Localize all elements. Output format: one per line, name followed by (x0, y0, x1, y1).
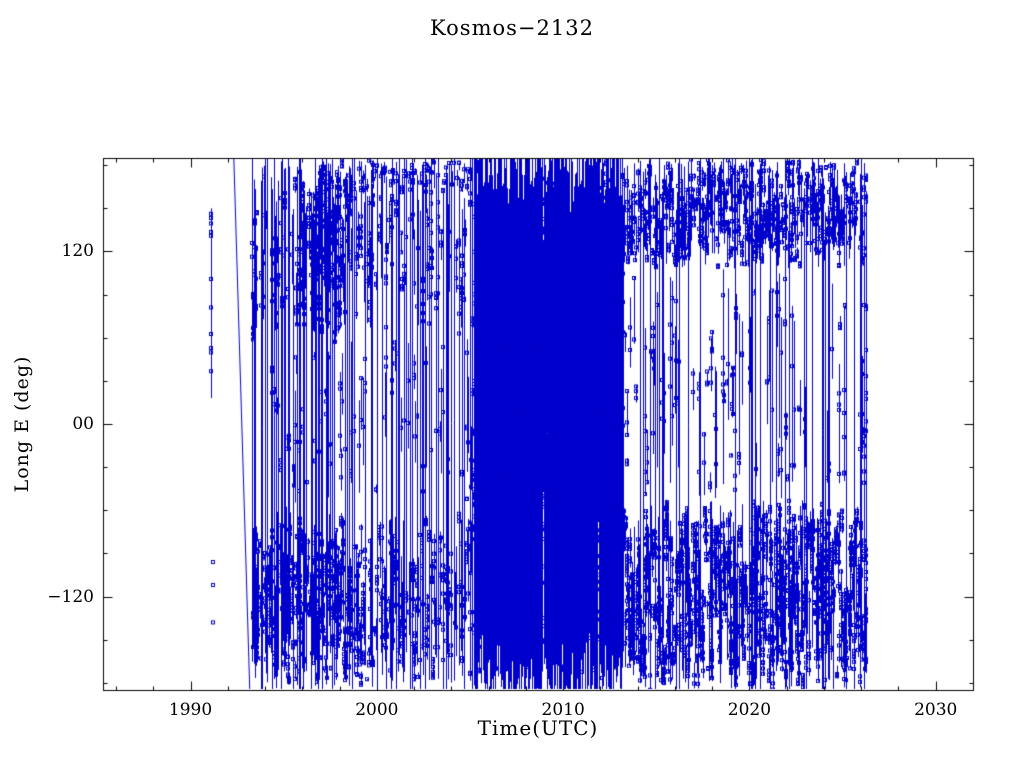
y-tick-label: 00 (72, 414, 94, 434)
y-tick-label: 120 (61, 241, 94, 262)
chart-title: Kosmos−2132 (430, 16, 594, 40)
x-tick-label: 2010 (541, 700, 585, 720)
x-tick-label: 2000 (355, 700, 399, 720)
x-axis-label: Time(UTC) (477, 716, 599, 740)
x-tick-label: 2020 (727, 700, 772, 720)
x-tick-label: 2030 (914, 700, 958, 720)
y-axis-label: Long E (deg) (11, 355, 33, 493)
y-tick-label: −120 (47, 586, 94, 607)
x-tick-label: 1990 (168, 700, 213, 720)
